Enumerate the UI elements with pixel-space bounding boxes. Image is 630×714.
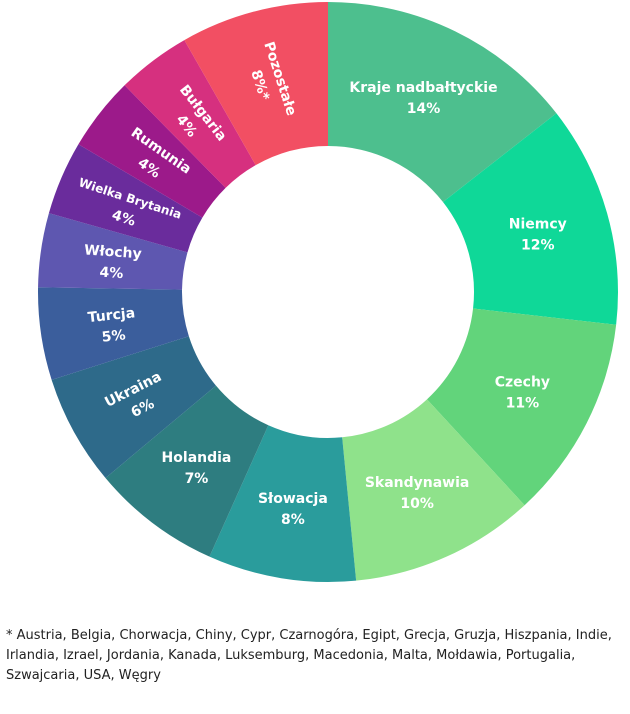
slice-skandynawia <box>342 399 525 581</box>
slice-kraje-nadbaltyckie <box>328 2 557 203</box>
slice-wlochy <box>38 213 188 290</box>
slice-holandia <box>105 385 269 557</box>
slice-percent: 14% <box>407 101 441 117</box>
slice-name: Kraje nadbałtyckie <box>349 80 497 96</box>
slice-bulgaria <box>124 40 256 188</box>
slice-name: Turcja <box>87 305 136 326</box>
slice-label-holandia: Holandia 7% <box>162 450 232 487</box>
slice-percent: 10% <box>400 496 434 512</box>
slice-name: Słowacja <box>258 491 328 507</box>
slice-ukraina <box>51 336 216 479</box>
slice-percent: 8% <box>281 512 305 528</box>
slice-niemcy <box>442 113 618 325</box>
slice-label-slowacja: Słowacja 8% <box>258 491 328 528</box>
slice-czechy <box>426 308 617 506</box>
slice-name: Włochy <box>84 242 143 262</box>
slice-label-skandynawia: Skandynawia 10% <box>365 475 470 512</box>
slice-label-wlochy: Włochy 4% <box>84 242 143 282</box>
slice-name: Skandynawia <box>365 475 470 491</box>
donut-chart: Kraje nadbałtyckie 14% Niemcy 12% Czechy 11% S… <box>38 2 618 583</box>
slice-percent: 7% <box>185 471 209 487</box>
slice-label-czechy: Czechy 11% <box>495 375 550 412</box>
slice-percent: 4% <box>110 207 138 230</box>
slice-turcja <box>38 287 189 380</box>
slice-label-niemcy: Niemcy 12% <box>509 217 567 254</box>
slice-label-kraje-nadbaltyckie: Kraje nadbałtyckie 14% <box>349 80 497 117</box>
slice-rumunia <box>78 85 226 218</box>
slice-percent: 12% <box>521 238 555 254</box>
slice-percent: 11% <box>506 396 540 412</box>
slice-wielka-brytania <box>48 144 203 253</box>
donut-svg: Kraje nadbałtyckie 14% Niemcy 12% Czechy 11% S… <box>38 2 618 583</box>
slice-slowacja <box>209 425 357 583</box>
slice-name: Niemcy <box>509 217 567 233</box>
footnote: * Austria, Belgia, Chorwacja, Chiny, Cyp… <box>6 628 612 683</box>
slice-name: Holandia <box>162 450 232 466</box>
slice-name: Czechy <box>495 375 550 391</box>
slice-pozostale <box>184 2 328 166</box>
slice-percent: 4% <box>99 264 124 282</box>
slice-percent: 5% <box>101 327 126 345</box>
